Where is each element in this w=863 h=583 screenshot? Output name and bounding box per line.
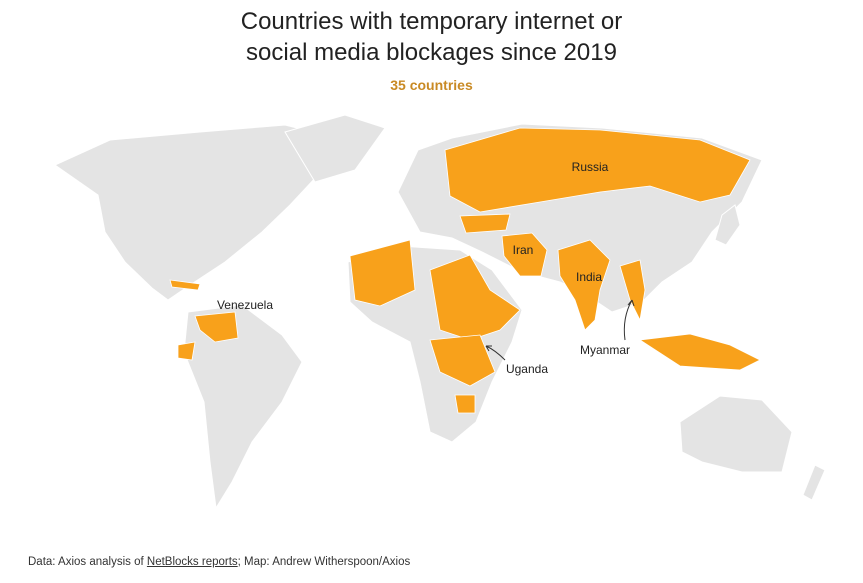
arrow-uganda	[485, 345, 506, 361]
iran-shape	[501, 232, 548, 277]
cuba-shape	[169, 279, 201, 291]
north-america	[53, 124, 326, 301]
label-uganda: Uganda	[506, 362, 548, 376]
australia	[679, 395, 793, 473]
east-africa-shape	[429, 254, 521, 341]
south-america	[183, 304, 303, 510]
japan	[714, 204, 741, 246]
source-suffix: ; Map: Andrew Witherspoon/Axios	[237, 556, 411, 568]
label-venezuela: Venezuela	[217, 298, 273, 312]
new-zealand	[802, 464, 826, 501]
source-prefix: Data: Axios analysis of	[28, 556, 144, 568]
label-iran: Iran	[513, 243, 534, 257]
north-africa-shape	[349, 239, 416, 307]
footer: Data: Axios analysis of NetBlocks report…	[28, 556, 410, 568]
russia-shape	[444, 127, 751, 213]
label-india: India	[576, 270, 602, 284]
label-myanmar: Myanmar	[580, 343, 630, 357]
arrow-myanmar	[623, 299, 635, 341]
greenland	[284, 114, 386, 183]
india-shape	[557, 239, 611, 331]
source-link[interactable]: NetBlocks reports	[146, 556, 238, 568]
indonesia-shape	[638, 333, 761, 371]
annotations: Russia Iran India Venezuela Uganda Myanm…	[217, 160, 635, 376]
subtitle: 35 countries	[390, 77, 473, 93]
zimbabwe-shape	[454, 394, 476, 414]
world-map: Russia Iran India Venezuela Uganda Myanm…	[53, 114, 826, 510]
venezuela-shape	[194, 311, 239, 343]
blocked-countries	[169, 127, 761, 414]
turkey-region	[459, 213, 511, 234]
colombia-area	[177, 341, 196, 361]
title-box: Countries with temporary internet or soc…	[0, 6, 863, 68]
central-africa-shape	[429, 334, 496, 387]
myanmar-shape	[619, 259, 646, 322]
title: Countries with temporary internet or soc…	[240, 8, 623, 66]
label-russia: Russia	[572, 160, 609, 174]
